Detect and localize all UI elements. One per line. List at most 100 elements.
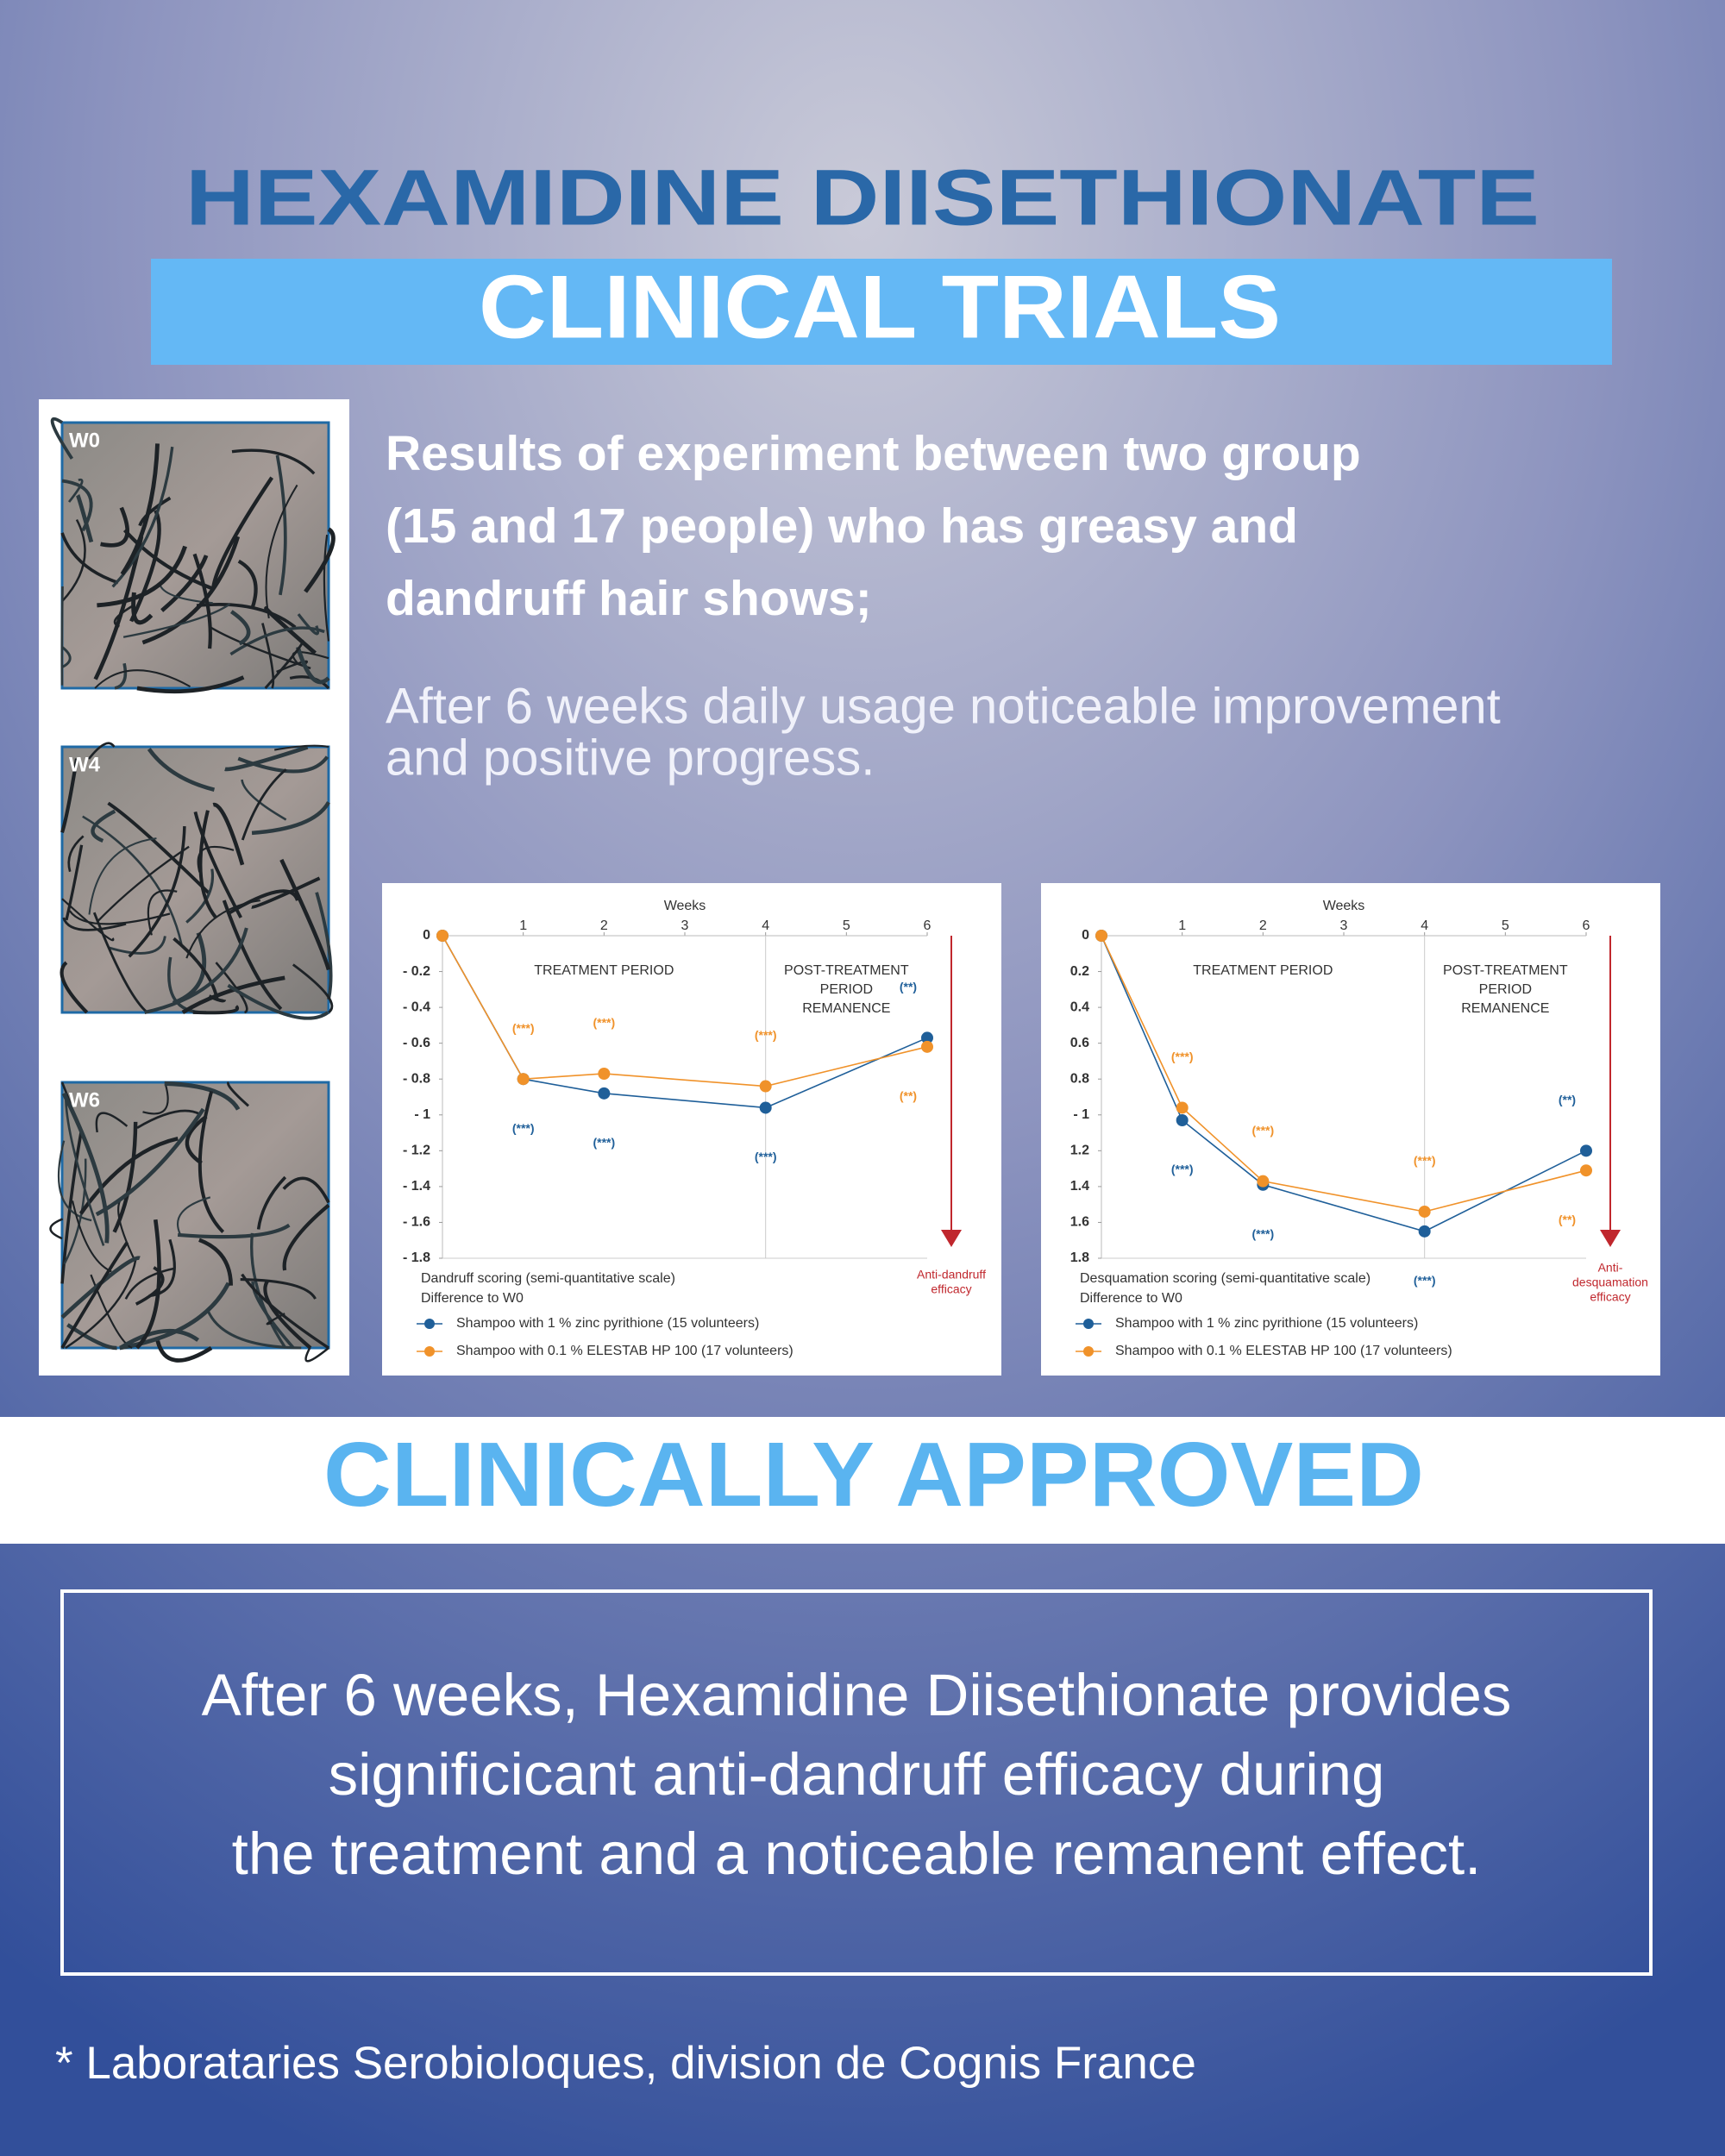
hair <box>94 669 191 689</box>
hair <box>240 1278 317 1300</box>
hair <box>241 768 287 841</box>
hair <box>61 1092 110 1244</box>
hair <box>251 876 321 909</box>
hair <box>147 748 216 792</box>
hair <box>237 755 329 774</box>
conclusion-line: significicant anti-dandruff efficacy dur… <box>329 1741 1385 1808</box>
chart: Weeks 1 2 3 4 5 6 0 0.2 0.4 0.6 0.8 - 1 1.2 1.4 1.6 1.8 T… <box>1041 883 1660 1376</box>
y-tick-label: - 1 <box>1073 1107 1089 1122</box>
conclusion-line: the treatment and a noticeable remanent … <box>232 1821 1482 1887</box>
hair <box>107 936 166 955</box>
footnote: * Laboratarіes Serobioloques, division d… <box>55 2038 1196 2089</box>
x-tick-label: 6 <box>924 918 932 933</box>
hair <box>65 844 84 921</box>
significance-label: (***) <box>1251 1123 1274 1137</box>
hair <box>256 1175 287 1230</box>
data-point <box>921 1040 933 1053</box>
y-tick-label: 1.8 <box>1070 1250 1089 1265</box>
legend-label: Shampoo with 1 % zinc pyrithione (15 vol… <box>1115 1316 1418 1331</box>
y-tick-label: - 0.6 <box>403 1036 430 1050</box>
data-point <box>517 1073 530 1086</box>
hair <box>304 527 336 593</box>
post-treatment-label: POST-TREATMENT <box>1443 963 1568 978</box>
hair <box>224 745 309 772</box>
significance-label: (**) <box>1559 1093 1576 1106</box>
hair <box>60 586 64 686</box>
x-tick-label: 5 <box>1502 918 1509 933</box>
significance-label: (***) <box>512 1021 535 1035</box>
hair <box>63 1158 87 1265</box>
legend-label: Shampoo with 0.1 % ELESTAB HP 100 (17 vo… <box>456 1344 794 1358</box>
hair <box>113 604 135 628</box>
y-tick-label: - 0.8 <box>403 1071 430 1086</box>
data-point <box>921 1031 933 1044</box>
hair <box>177 1223 291 1239</box>
hair <box>75 493 94 543</box>
x-tick-label: 1 <box>519 918 527 933</box>
hair <box>304 1346 329 1363</box>
photo: W6 <box>49 1081 330 1363</box>
hair <box>198 810 217 918</box>
photo-label: W0 <box>69 429 100 452</box>
intro: Results of experiment between two group (… <box>386 426 1501 786</box>
data-point <box>436 930 448 942</box>
hair <box>210 626 311 670</box>
data-point <box>759 1080 772 1093</box>
hair <box>181 975 285 1015</box>
efficacy-label: efficacy <box>931 1282 971 1296</box>
y-axis-title: Dandruff scoring (semi-quantitative scal… <box>421 1271 675 1286</box>
hair <box>61 646 72 668</box>
significance-label: (***) <box>755 1150 777 1163</box>
hair <box>279 858 331 971</box>
hair <box>88 837 157 915</box>
efficacy-label: efficacy <box>1590 1290 1630 1304</box>
x-tick-label: 1 <box>1178 918 1186 933</box>
banner: CLINICALLY APPROVED <box>323 1424 1424 1526</box>
hair <box>264 605 317 655</box>
hair <box>100 506 129 548</box>
hair <box>82 815 183 945</box>
subtitle-bar <box>151 259 1612 365</box>
hair <box>222 899 283 1011</box>
data-point <box>1418 1225 1431 1238</box>
x-tick-label: 2 <box>600 918 608 933</box>
hair <box>119 1328 200 1351</box>
hair <box>112 1121 138 1233</box>
y-tick-label: - 1.8 <box>403 1250 430 1265</box>
hair <box>251 801 330 836</box>
hair <box>229 610 251 646</box>
data-point <box>1095 930 1107 942</box>
hair <box>266 1313 285 1326</box>
hair <box>160 555 209 612</box>
hair <box>198 1090 225 1233</box>
hair <box>60 758 79 833</box>
legend-marker <box>1083 1346 1094 1357</box>
efficacy-label: Anti-dandruff <box>917 1268 986 1282</box>
data-point <box>1176 1114 1189 1127</box>
hair <box>197 845 235 873</box>
post-treatment-label: REMANENCE <box>802 1001 890 1016</box>
hair <box>227 1081 249 1107</box>
x-axis-title: Weeks <box>1323 899 1365 913</box>
data-point <box>1257 1175 1270 1188</box>
hair <box>67 478 84 503</box>
y-axis-title: Desquamation scoring (semi-quantitative … <box>1080 1271 1371 1286</box>
post-treatment-label: POST-TREATMENT <box>784 963 909 978</box>
conclusion-line: After 6 weeks, Hexamidine Diisethionate … <box>202 1662 1512 1728</box>
y-tick-label: - 1 <box>414 1107 430 1122</box>
hair <box>60 1256 141 1319</box>
hair <box>231 448 316 475</box>
hair <box>282 1203 330 1271</box>
hair <box>144 927 248 1014</box>
hair <box>265 484 298 619</box>
hair <box>227 983 329 1020</box>
hair <box>264 639 304 689</box>
significance-label: (***) <box>1414 1274 1436 1288</box>
significance-label: (**) <box>900 1089 917 1103</box>
banner-bar <box>0 1417 1725 1544</box>
hair <box>87 742 116 760</box>
hair <box>131 592 154 625</box>
y-tick-label: 1.4 <box>1070 1179 1089 1194</box>
hair <box>78 1136 179 1215</box>
